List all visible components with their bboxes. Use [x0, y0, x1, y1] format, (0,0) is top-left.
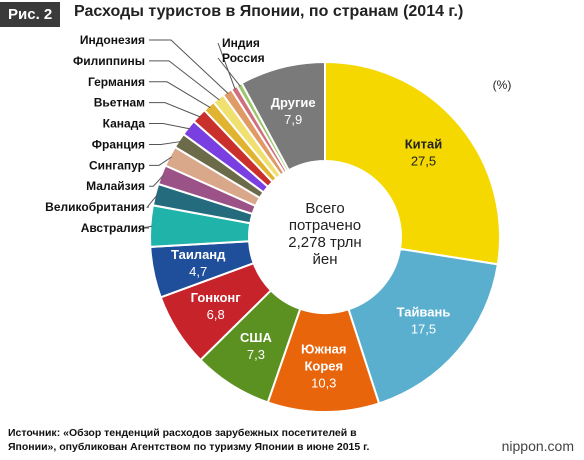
leader-малайзия [149, 175, 164, 187]
leader-индия [217, 42, 236, 90]
outside-label-канада: Канада [103, 117, 146, 131]
leader-франция [149, 141, 181, 145]
center-total-label: Всего потрачено 2,278 трлн йен [288, 200, 361, 268]
outside-label-сингапур: Сингапур [89, 158, 145, 172]
leader-филиппины [149, 60, 220, 101]
leader-сингапур [149, 156, 172, 166]
brand-watermark: nippon.com [501, 438, 574, 454]
slice-label-китай: Китай 27,5 [405, 136, 443, 168]
unit-label: (%) [493, 78, 512, 92]
source-line-1: Источник: «Обзор тенденций расходов зару… [8, 427, 357, 439]
outside-label-великобритания: Великобритания [45, 200, 145, 214]
chart-title: Расходы туристов в Японии, по странам (2… [74, 3, 464, 20]
source-line-2: Японии», опубликован Агентством по туриз… [8, 441, 370, 453]
chart-header: Рис. 2 Расходы туристов в Японии, по стр… [0, 0, 584, 30]
slice-label-таиланд: Таиланд 4,7 [171, 247, 226, 279]
outside-label-германия: Германия [88, 75, 145, 89]
leader-россия [217, 57, 241, 87]
leader-вьетнам [149, 102, 201, 118]
slice-label-другие: Другие 7,9 [271, 95, 316, 127]
outside-label-индия: Индия [222, 36, 260, 50]
slice-тайвань [347, 247, 499, 405]
slice-label-тайвань: Тайвань 17,5 [397, 305, 451, 337]
outside-label-малайзия: Малайзия [86, 179, 145, 193]
slice-китай [324, 60, 501, 266]
outside-label-филиппины: Филиппины [73, 54, 145, 68]
leader-германия [149, 81, 211, 109]
outside-label-индонезия: Индонезия [80, 33, 145, 47]
leader-индонезия [149, 39, 229, 94]
slice-другие [240, 60, 326, 172]
outside-label-вьетнам: Вьетнам [94, 96, 145, 110]
leader-канада [149, 123, 191, 130]
slice-label-гонконг: Гонконг 6,8 [191, 290, 242, 322]
leader-великобритания [146, 194, 158, 208]
leader-австралия [142, 225, 153, 229]
outside-label-австралия: Австралия [81, 221, 145, 235]
slice-label-южная-корея: Южная Корея 10,3 [301, 341, 346, 390]
figure-badge: Рис. 2 [0, 2, 61, 27]
slice-label-сша: США 7,3 [240, 330, 272, 362]
outside-label-франция: Франция [92, 137, 145, 151]
outside-label-россия: Россия [222, 51, 265, 65]
source-note: Источник: «Обзор тенденций расходов зару… [8, 426, 428, 454]
